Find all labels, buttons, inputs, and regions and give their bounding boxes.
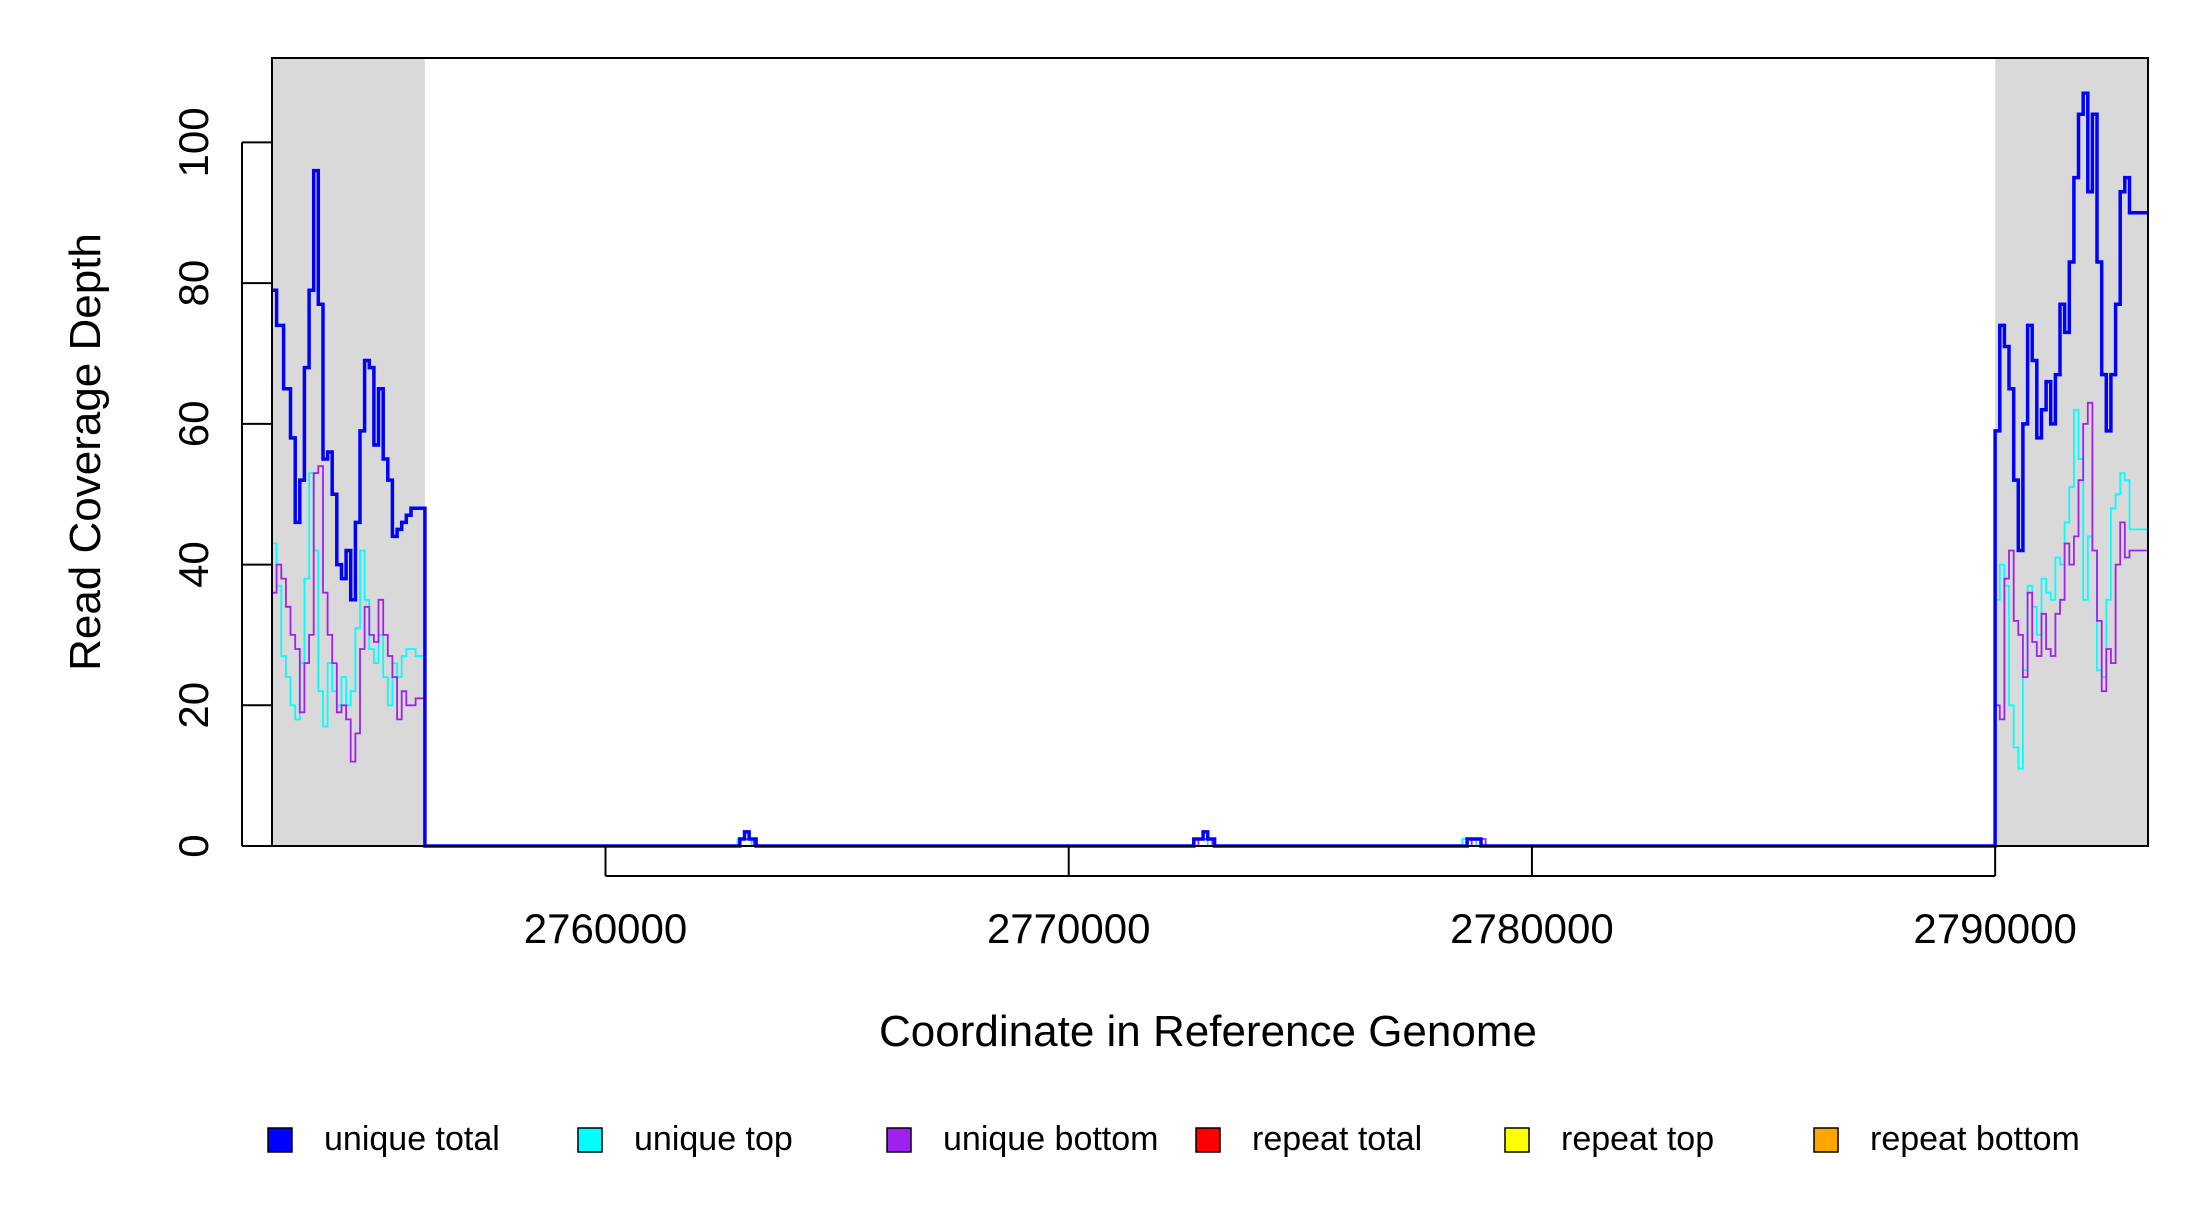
series-line-unique-total — [272, 91, 2148, 848]
y-tick-label: 20 — [170, 682, 217, 729]
legend-item-unique-bottom: unique bottom — [886, 1120, 1159, 1158]
legend-label: repeat top — [1561, 1120, 1714, 1158]
series-line-unique-top — [272, 408, 2148, 847]
legend-item-unique-total: unique total — [267, 1120, 500, 1158]
shaded-region-0 — [272, 58, 425, 846]
x-tick-label: 2780000 — [1450, 905, 1614, 952]
legend-item-unique-top: unique top — [577, 1120, 793, 1158]
legend-label: repeat bottom — [1870, 1120, 2080, 1158]
y-tick-label: 40 — [170, 541, 217, 588]
legend-swatch — [886, 1127, 912, 1153]
legend-label: unique top — [634, 1120, 793, 1158]
legend-item-repeat-top: repeat top — [1504, 1120, 1714, 1158]
y-tick-label: 60 — [170, 400, 217, 447]
x-axis-label: Coordinate in Reference Genome — [879, 1007, 1537, 1056]
legend-swatch — [577, 1127, 603, 1153]
legend-swatch — [267, 1127, 293, 1153]
y-axis-label: Read Coverage Depth — [61, 233, 110, 671]
legend-label: repeat total — [1252, 1120, 1422, 1158]
legend-swatch — [1504, 1127, 1530, 1153]
legend-swatch — [1813, 1127, 1839, 1153]
x-tick-label: 2760000 — [524, 905, 688, 952]
plot-frame — [271, 57, 2149, 847]
x-tick-label: 2770000 — [987, 905, 1151, 952]
y-tick-label: 80 — [170, 260, 217, 307]
x-tick-label: 2790000 — [1913, 905, 2077, 952]
legend-swatch — [1195, 1127, 1221, 1153]
y-tick-label: 0 — [170, 834, 217, 857]
legend-item-repeat-bottom: repeat bottom — [1813, 1120, 2080, 1158]
shaded-region-1 — [1995, 58, 2148, 846]
y-tick-label: 100 — [170, 107, 217, 177]
series-line-unique-bottom — [272, 401, 2148, 847]
legend-label: unique total — [324, 1120, 500, 1158]
legend-item-repeat-total: repeat total — [1195, 1120, 1422, 1158]
legend-label: unique bottom — [943, 1120, 1159, 1158]
